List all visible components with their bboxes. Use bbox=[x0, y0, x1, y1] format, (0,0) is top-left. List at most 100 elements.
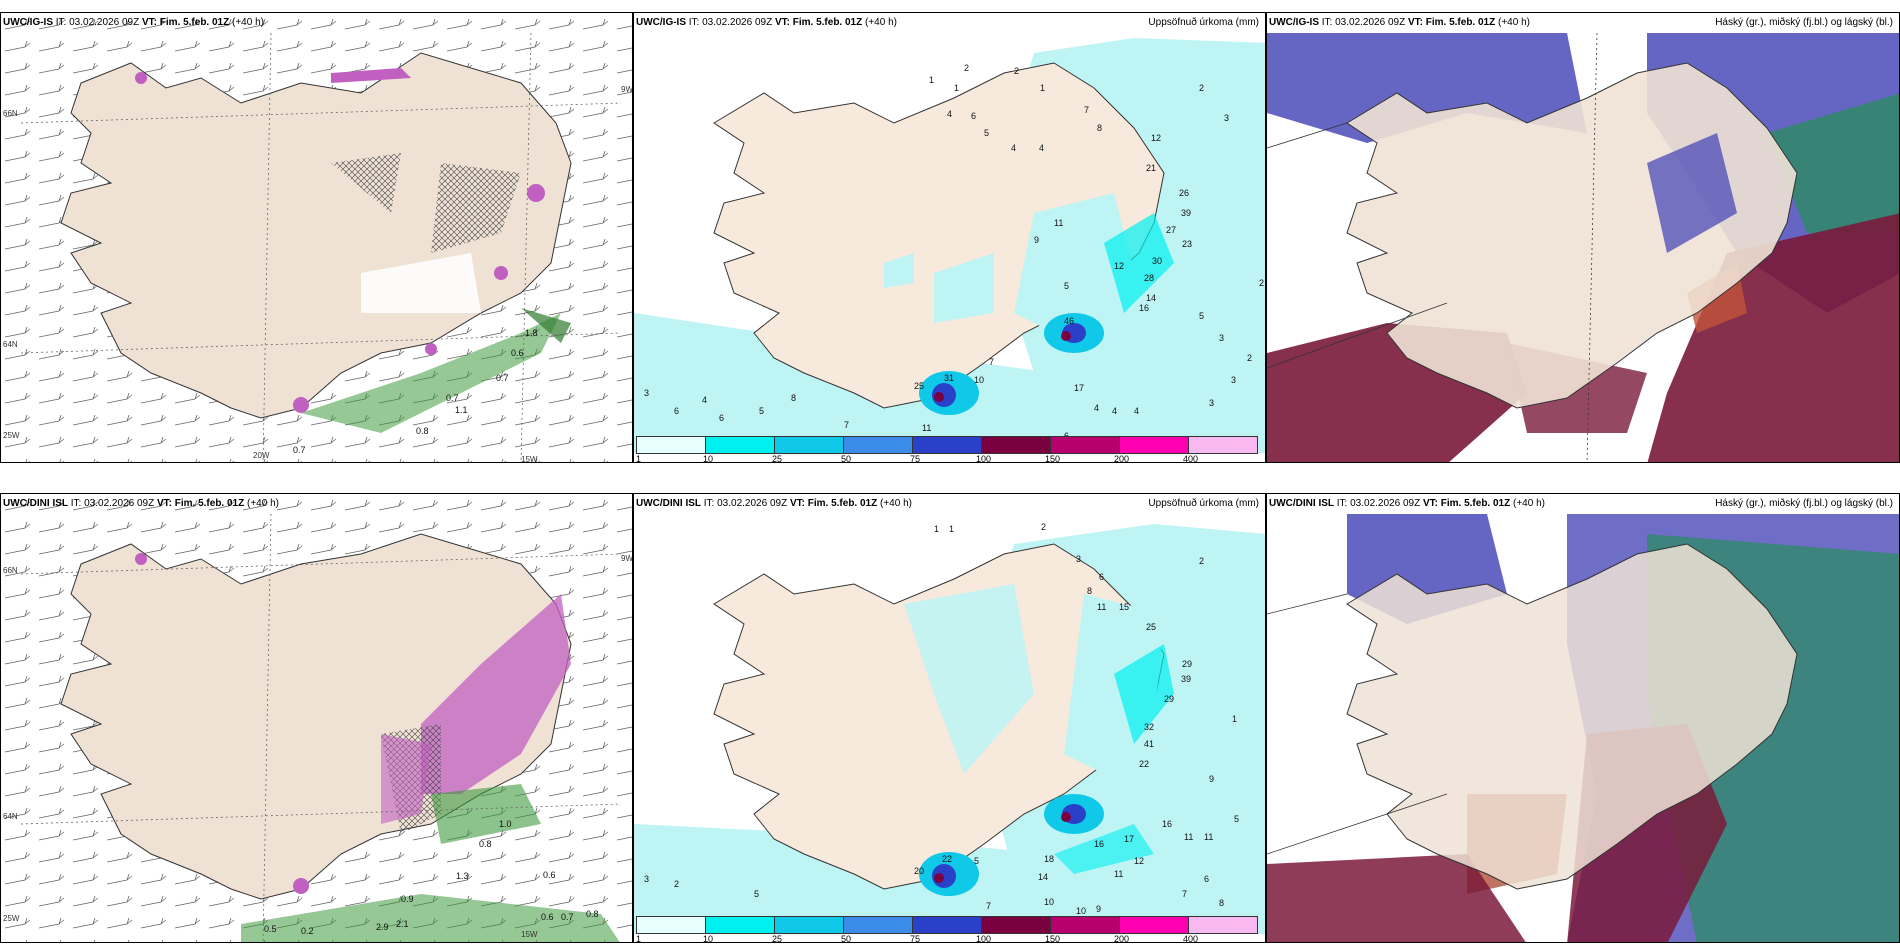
lon-label-9w: 9W bbox=[621, 554, 633, 563]
wind-label: 0.7 bbox=[446, 393, 459, 403]
precip-value: 5 bbox=[984, 128, 990, 138]
precip-value: 3 bbox=[644, 874, 650, 884]
precip-value: 10 bbox=[974, 375, 985, 385]
precip-value: 6 bbox=[1099, 572, 1105, 582]
precip-value: 2 bbox=[1259, 278, 1265, 288]
panel-title: Uppsöfnuð úrkoma (mm) bbox=[1148, 498, 1259, 509]
precip-value: 14 bbox=[1146, 293, 1157, 303]
panel-dini-clouds: UWC/DINI ISL IT: 03.02.2026 09Z VT: Fim.… bbox=[1266, 493, 1900, 943]
panel-title: Háský (gr.), miðský (fj.bl.) og lágský (… bbox=[1715, 17, 1893, 28]
precip-value: 1 bbox=[1232, 714, 1238, 724]
precip-value: 11 bbox=[1097, 602, 1107, 612]
wind-label: 1.3 bbox=[456, 871, 469, 881]
panel-dini-wind: UWC/DINI ISL IT: 03.02.2026 09Z VT: Fim.… bbox=[0, 493, 633, 943]
colorbar-swatch bbox=[636, 916, 706, 934]
precip-value: 4 bbox=[1112, 406, 1118, 416]
precip-value: 1 bbox=[1040, 83, 1046, 93]
colorbar-swatch bbox=[843, 916, 913, 934]
precip-value: 14 bbox=[1038, 872, 1049, 882]
precip-value: 28 bbox=[1144, 273, 1155, 283]
colorbar-tick: 400 bbox=[1183, 454, 1199, 463]
precip-value: 11 bbox=[1114, 869, 1124, 879]
wind-label: 0.6 bbox=[543, 870, 556, 880]
colorbar-swatch bbox=[981, 436, 1051, 454]
precip-value: 22 bbox=[1139, 759, 1150, 769]
precip-value: 7 bbox=[1084, 105, 1090, 115]
wind-label: 0.7 bbox=[561, 912, 574, 922]
panel-dini-precip: UWC/DINI ISL IT: 03.02.2026 09Z VT: Fim.… bbox=[633, 493, 1266, 943]
precip-value: 39 bbox=[1181, 674, 1192, 684]
precip-value: 29 bbox=[1164, 694, 1175, 704]
precip-value: 12 bbox=[1114, 261, 1125, 271]
colorbar-tick: 150 bbox=[1045, 934, 1061, 943]
colorbar-swatch bbox=[774, 436, 844, 454]
precip-value: 17 bbox=[1074, 383, 1085, 393]
colorbar-swatch bbox=[774, 916, 844, 934]
wind-label: 1.8 bbox=[525, 328, 538, 338]
precip-value: 31 bbox=[944, 373, 955, 383]
wind-label: 1.1 bbox=[455, 405, 468, 415]
precip-value: 6 bbox=[1204, 874, 1210, 884]
precip-value: 8 bbox=[1097, 123, 1103, 133]
precip-value: 5 bbox=[1234, 814, 1240, 824]
wind-label: 0.6 bbox=[511, 348, 524, 358]
panel-title: Háský (gr.), miðský (fj.bl.) og lágský (… bbox=[1715, 498, 1893, 509]
lat-label-64n: 64N bbox=[3, 812, 18, 821]
precip-value: 1 bbox=[949, 524, 955, 534]
wind-label: 0.8 bbox=[586, 909, 599, 919]
lon-label-25w: 25W bbox=[3, 431, 20, 440]
panel-ig-wind: UWC/IG-IS IT: 03.02.2026 09Z VT: Fim. 5.… bbox=[0, 12, 633, 463]
precip-value: 3 bbox=[1231, 375, 1237, 385]
colorbar-swatch bbox=[1188, 916, 1258, 934]
colorbar-tick: 100 bbox=[976, 934, 992, 943]
precip-colorbar bbox=[636, 436, 1258, 454]
precip-value: 4 bbox=[1094, 403, 1100, 413]
colorbar-tick: 1 bbox=[636, 934, 642, 943]
wind-label: 0.8 bbox=[479, 839, 492, 849]
precip-value: 20 bbox=[914, 866, 925, 876]
precip-value: 12 bbox=[1151, 133, 1162, 143]
precip-value: 11 bbox=[922, 423, 932, 433]
precip-value: 3 bbox=[1209, 398, 1215, 408]
precip-value: 25 bbox=[1146, 622, 1157, 632]
colorbar-tick: 150 bbox=[1045, 454, 1061, 463]
colorbar-swatch bbox=[981, 916, 1051, 934]
wind-map bbox=[1, 494, 632, 942]
colorbar-tick: 50 bbox=[841, 934, 852, 943]
precip-value: 6 bbox=[719, 413, 725, 423]
precip-value: 39 bbox=[1181, 208, 1192, 218]
colorbar-swatch bbox=[1050, 916, 1120, 934]
precip-value: 4 bbox=[1134, 406, 1140, 416]
lon-label-25w: 25W bbox=[3, 914, 20, 923]
precip-value: 7 bbox=[986, 901, 992, 911]
lon-label-9w: 9W bbox=[621, 85, 633, 94]
colorbar-tick: 75 bbox=[910, 934, 921, 943]
precip-value: 46 bbox=[1064, 316, 1075, 326]
precip-value: 4 bbox=[1039, 143, 1045, 153]
iceland-landmass bbox=[713, 62, 1165, 409]
colorbar-tick: 10 bbox=[703, 454, 714, 463]
precip-value: 4 bbox=[947, 109, 953, 119]
lat-label-66n: 66N bbox=[3, 109, 18, 118]
panel-header: UWC/IG-IS IT: 03.02.2026 09Z VT: Fim. 5.… bbox=[3, 17, 264, 28]
precip-value: 9 bbox=[1209, 774, 1215, 784]
precip-value: 22 bbox=[942, 854, 953, 864]
precip-value: 26 bbox=[1179, 188, 1190, 198]
wind-label: 0.8 bbox=[416, 426, 429, 436]
wind-label: 0.7 bbox=[293, 445, 306, 455]
precip-value: 9 bbox=[1096, 904, 1102, 914]
panel-header: UWC/DINI ISL IT: 03.02.2026 09Z VT: Fim.… bbox=[636, 498, 912, 509]
wind-label: 0.6 bbox=[541, 912, 554, 922]
precip-value: 2 bbox=[964, 63, 970, 73]
precip-value: 16 bbox=[1139, 303, 1150, 313]
precip-value: 30 bbox=[1152, 256, 1163, 266]
colorbar-swatch bbox=[705, 436, 775, 454]
precip-value: 10 bbox=[1044, 897, 1055, 907]
wind-label: 2.9 bbox=[376, 922, 389, 932]
panel-header: UWC/IG-IS IT: 03.02.2026 09Z VT: Fim. 5.… bbox=[636, 17, 897, 28]
precip-value: 1 bbox=[954, 83, 960, 93]
precip-value: 2 bbox=[674, 879, 680, 889]
precip-value: 7 bbox=[844, 420, 850, 430]
precip-value: 4 bbox=[702, 395, 708, 405]
colorbar-swatch bbox=[912, 436, 982, 454]
